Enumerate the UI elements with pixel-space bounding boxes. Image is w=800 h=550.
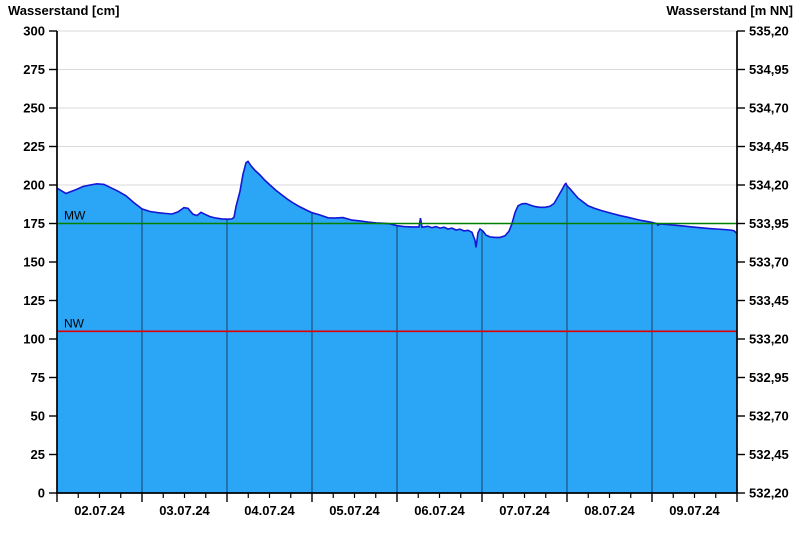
right-tick-label: 535,20 — [749, 24, 789, 39]
x-day-label: 08.07.24 — [584, 503, 635, 518]
left-tick-label: 150 — [23, 255, 45, 270]
right-tick-label: 534,70 — [749, 101, 789, 116]
day-gridlines — [141, 161, 653, 493]
mw-label: MW — [64, 209, 86, 223]
right-tick-label: 533,70 — [749, 255, 789, 270]
x-day-label: 03.07.24 — [159, 503, 210, 518]
left-tick-label: 75 — [31, 370, 45, 385]
left-tick-label: 25 — [31, 447, 45, 462]
right-axis-title: Wasserstand [m NN] — [666, 3, 793, 18]
water-level-curve — [56, 160, 738, 248]
right-tick-label: 532,70 — [749, 409, 789, 424]
nw-label: NW — [64, 316, 85, 330]
x-day-label: 07.07.24 — [499, 503, 550, 518]
right-tick-label: 532,45 — [749, 447, 789, 462]
x-day-label: 09.07.24 — [669, 503, 720, 518]
x-day-label: 02.07.24 — [74, 503, 125, 518]
right-tick-label: 534,95 — [749, 62, 789, 77]
right-tick-label: 534,20 — [749, 178, 789, 193]
left-tick-label: 225 — [23, 139, 45, 154]
right-tick-label: 534,45 — [749, 139, 789, 154]
right-tick-label: 533,20 — [749, 332, 789, 347]
x-day-label: 06.07.24 — [414, 503, 465, 518]
x-day-label: 05.07.24 — [329, 503, 380, 518]
left-axis-title: Wasserstand [cm] — [8, 3, 120, 18]
left-tick-label: 0 — [38, 486, 45, 501]
left-tick-label: 200 — [23, 178, 45, 193]
left-tick-label: 250 — [23, 101, 45, 116]
left-tick-label: 100 — [23, 332, 45, 347]
right-tick-label: 532,20 — [749, 486, 789, 501]
x-day-label: 04.07.24 — [244, 503, 295, 518]
left-tick-label: 50 — [31, 409, 45, 424]
left-tick-label: 125 — [23, 293, 45, 308]
left-tick-label: 300 — [23, 24, 45, 39]
left-tick-label: 175 — [23, 216, 45, 231]
right-tick-label: 533,45 — [749, 293, 789, 308]
left-tick-label: 275 — [23, 62, 45, 77]
right-tick-label: 533,95 — [749, 216, 789, 231]
right-tick-label: 532,95 — [749, 370, 789, 385]
